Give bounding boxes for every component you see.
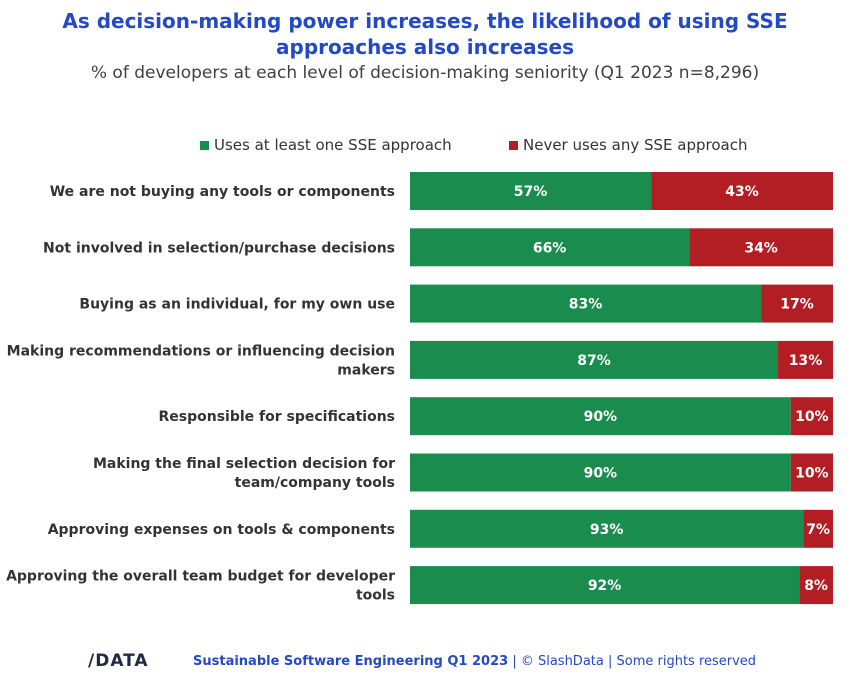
footer: /DATA Sustainable Software Engineering Q…: [0, 651, 850, 673]
category-label: Not involved in selection/purchase decis…: [43, 240, 395, 256]
legend: Uses at least one SSE approach Never use…: [0, 136, 850, 156]
stacked-bar-chart: We are not buying any tools or component…: [6, 172, 833, 605]
data-label: 34%: [744, 240, 778, 256]
bar-never-sse: [790, 453, 833, 492]
data-label: 90%: [584, 409, 618, 425]
bar-uses-sse: [410, 453, 791, 492]
bar-uses-sse: [410, 509, 804, 548]
data-label: 90%: [584, 466, 618, 482]
data-label: 7%: [806, 522, 830, 538]
bar-never-sse: [799, 566, 833, 605]
chart-title-line-2: approaches also increases: [276, 35, 574, 59]
bar-never-sse: [761, 284, 833, 323]
data-label: 8%: [804, 578, 828, 594]
slashdata-logo: /DATA: [88, 651, 149, 671]
data-label: 10%: [795, 466, 829, 482]
bar-never-sse: [790, 397, 833, 436]
category-label: We are not buying any tools or component…: [50, 184, 395, 200]
bar-never-sse: [651, 172, 833, 210]
footer-report-name: Sustainable Software Engineering Q1 2023: [193, 654, 509, 669]
bar-uses-sse: [410, 172, 652, 210]
chart-title-line-1: As decision-making power increases, the …: [62, 9, 788, 33]
bar-uses-sse: [410, 228, 690, 267]
category-label: Buying as an individual, for my own use: [79, 297, 395, 313]
category-label: Making the final selection decision for t…: [93, 456, 395, 491]
legend-label-never: Never uses any SSE approach: [523, 136, 748, 154]
legend-label-uses: Uses at least one SSE approach: [214, 136, 452, 154]
legend-item-uses: Uses at least one SSE approach: [200, 136, 452, 154]
bar-never-sse: [778, 340, 833, 379]
footer-rights: | © SlashData | Some rights reserved: [508, 654, 757, 669]
data-label: 93%: [590, 522, 624, 538]
bar-never-sse: [689, 228, 833, 267]
legend-item-never: Never uses any SSE approach: [509, 136, 747, 154]
bar-never-sse: [803, 509, 833, 548]
category-label: Responsible for specifications: [158, 409, 395, 425]
legend-swatch-uses: [200, 140, 209, 150]
chart-subtitle: % of developers at each level of decisio…: [90, 63, 760, 83]
category-label: Making recommendations or influencing de…: [7, 343, 395, 378]
chart-title: As decision-making power increases, the …: [0, 8, 850, 60]
bar-uses-sse: [410, 566, 800, 605]
legend-swatch-never: [509, 140, 518, 150]
bar-uses-sse: [410, 340, 779, 379]
data-label: 17%: [780, 297, 814, 313]
bar-uses-sse: [410, 397, 791, 436]
data-label: 57%: [514, 184, 548, 200]
data-label: 92%: [588, 578, 622, 594]
data-label: 13%: [789, 353, 823, 369]
category-label: Approving the overall team budget for de…: [6, 569, 395, 604]
data-label: 10%: [795, 409, 829, 425]
data-label: 66%: [533, 240, 567, 256]
footer-credit: Sustainable Software Engineering Q1 2023…: [193, 654, 756, 669]
data-label: 83%: [569, 297, 603, 313]
data-label: 43%: [725, 184, 759, 200]
bar-uses-sse: [410, 284, 762, 323]
category-label: Approving expenses on tools & components: [48, 522, 395, 538]
data-label: 87%: [577, 353, 611, 369]
